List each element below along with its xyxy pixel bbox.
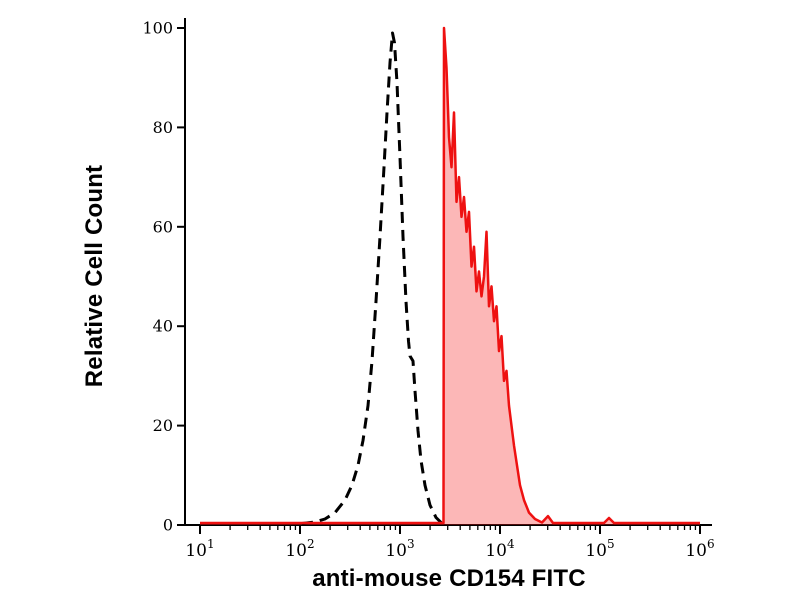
svg-text:103: 103 [385, 537, 414, 561]
svg-text:104: 104 [485, 537, 515, 561]
svg-text:80: 80 [153, 118, 173, 137]
svg-text:102: 102 [285, 537, 314, 561]
svg-text:20: 20 [153, 416, 173, 435]
x-axis-label: anti-mouse CD154 FITC [312, 565, 586, 592]
svg-text:0: 0 [163, 516, 173, 535]
svg-text:100: 100 [142, 19, 173, 38]
svg-text:106: 106 [685, 537, 714, 561]
svg-text:40: 40 [153, 317, 173, 336]
y-axis-label: Relative Cell Count [81, 164, 108, 388]
svg-text:101: 101 [185, 537, 214, 561]
svg-text:60: 60 [153, 217, 173, 236]
svg-text:105: 105 [585, 537, 614, 561]
